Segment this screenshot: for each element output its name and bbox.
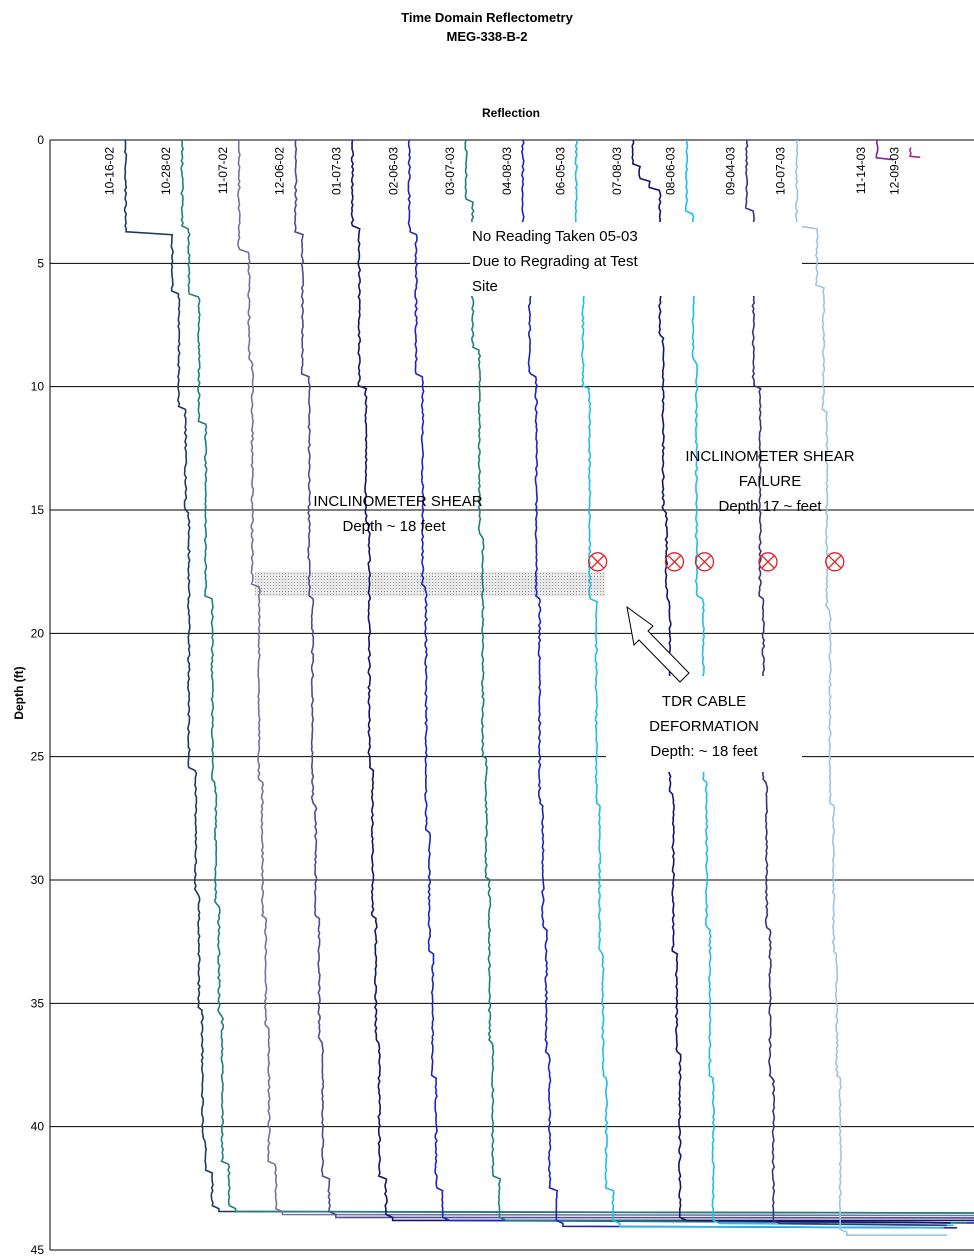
y-tick-45: 45: [31, 1243, 45, 1257]
failure-marker-06-05-03: [588, 552, 608, 572]
series-line-10-07-03: [794, 139, 947, 1236]
shear-band-layer: [255, 571, 605, 597]
series-label-11-14-03: 11-14-03: [854, 147, 868, 194]
series-line-12-09-03: [908, 147, 921, 159]
failure-marker-circle: [664, 552, 685, 572]
deformation-arrow-shape: [626, 605, 690, 683]
annotation-tdr-deformation: TDR CABLE DEFORMATION Depth: ~ 18 feet: [606, 676, 802, 772]
annotation-inclinometer-shear-line1: INCLINOMETER SHEAR: [313, 493, 482, 510]
series-line-02-06-03: [407, 139, 974, 1224]
failure-marker-10-07-03: [825, 552, 845, 572]
chart-title: Time Domain Reflectometry: [401, 10, 573, 25]
series-label-08-06-03: 08-06-03: [664, 147, 678, 195]
series-label-06-05-03: 06-05-03: [553, 147, 567, 195]
shear-band: [255, 571, 605, 597]
chart-subtitle: MEG-338-B-2: [447, 29, 528, 44]
series-line-06-05-03: [574, 139, 944, 1229]
y-tick-40: 40: [31, 1120, 45, 1134]
failure-marker-cross-b: [761, 555, 775, 569]
series-line-10-28-02: [180, 139, 974, 1214]
series-label-12-09-03: 12-09-03: [887, 147, 901, 195]
y-tick-20: 20: [31, 626, 45, 640]
series-labels: 10-16-02 10-28-02 11-07-02 12-06-02 01-07-03…: [102, 147, 901, 195]
failure-marker-circle: [694, 552, 715, 572]
series-label-10-07-03: 10-07-03: [774, 147, 788, 195]
series-label-01-07-03: 01-07-03: [330, 147, 344, 195]
annotation-inclinometer-failure-line2: FAILURE: [739, 473, 802, 490]
series-label-03-07-03: 03-07-03: [443, 147, 457, 195]
y-tick-30: 30: [31, 873, 45, 887]
series-label-07-08-03: 07-08-03: [610, 147, 624, 195]
deformation-arrow: [626, 605, 690, 683]
y-tick-5: 5: [37, 256, 44, 270]
failure-marker-cross-b: [591, 555, 605, 569]
annotation-inclinometer-shear-line2: Depth ~ 18 feet: [343, 518, 447, 535]
annotation-tdr-deformation-line3: Depth: ~ 18 feet: [650, 743, 758, 760]
annotation-inclinometer-failure-line1: INCLINOMETER SHEAR: [685, 448, 854, 465]
failure-markers: [588, 552, 845, 572]
y-tick-35: 35: [31, 996, 45, 1010]
annotation-tdr-deformation-line2: DEFORMATION: [649, 718, 759, 735]
annotation-inclinometer-failure: INCLINOMETER SHEAR FAILURE Depth 17 ~ fe…: [685, 448, 854, 515]
series-line-03-07-03: [464, 139, 968, 1224]
series-label-02-06-03: 02-06-03: [386, 147, 400, 195]
annotation-no-reading: No Reading Taken 05-03 Due to Regrading …: [470, 222, 802, 296]
series-label-12-06-02: 12-06-02: [273, 147, 287, 195]
y-axis-title: Depth (ft): [12, 666, 26, 719]
y-tick-10: 10: [31, 380, 45, 394]
failure-marker-cross-b: [668, 555, 681, 569]
annotation-no-reading-line3: Site: [472, 278, 498, 295]
y-tick-0: 0: [37, 133, 44, 147]
series-line-12-06-02: [293, 139, 974, 1219]
series-line-11-14-03: [875, 139, 894, 161]
series-label-10-28-02: 10-28-02: [159, 147, 173, 195]
grid-lines: [50, 139, 974, 1251]
failure-marker-08-06-03: [694, 552, 715, 572]
failure-marker-07-08-03: [664, 552, 685, 572]
y-tick-15: 15: [31, 503, 45, 517]
series-label-10-16-02: 10-16-02: [102, 147, 116, 195]
failure-marker-circle: [588, 552, 608, 572]
series-line-01-07-03: [350, 139, 974, 1222]
failure-marker-cross-b: [828, 555, 842, 569]
series-label-11-07-02: 11-07-02: [216, 147, 230, 194]
series-lines: [123, 139, 974, 1236]
annotation-tdr-deformation-box: [606, 676, 802, 772]
y-tick-25: 25: [31, 750, 45, 764]
series-line-11-07-02: [237, 140, 974, 1217]
failure-marker-circle: [825, 552, 845, 572]
series-label-09-04-03: 09-04-03: [724, 147, 738, 195]
annotation-inclinometer-shear: INCLINOMETER SHEAR Depth ~ 18 feet: [313, 493, 482, 535]
failure-marker-09-04-03: [758, 552, 778, 572]
series-label-04-08-03: 04-08-03: [500, 147, 514, 195]
annotation-tdr-deformation-line1: TDR CABLE: [662, 693, 746, 710]
y-axis-ticks: 0 5 10 15 20 25 30 35 40 45: [31, 133, 45, 1257]
annotation-inclinometer-failure-line3: Depth 17 ~ feet: [719, 498, 823, 515]
annotation-no-reading-box: [470, 222, 802, 296]
failure-marker-circle: [758, 552, 778, 572]
annotation-no-reading-line1: No Reading Taken 05-03: [472, 228, 638, 245]
series-line-10-16-02: [123, 139, 974, 1214]
series-line-04-08-03: [521, 139, 958, 1229]
failure-marker-cross-b: [698, 555, 711, 569]
annotation-no-reading-line2: Due to Regrading at Test: [472, 253, 638, 270]
x-axis-title: Reflection: [482, 106, 540, 120]
